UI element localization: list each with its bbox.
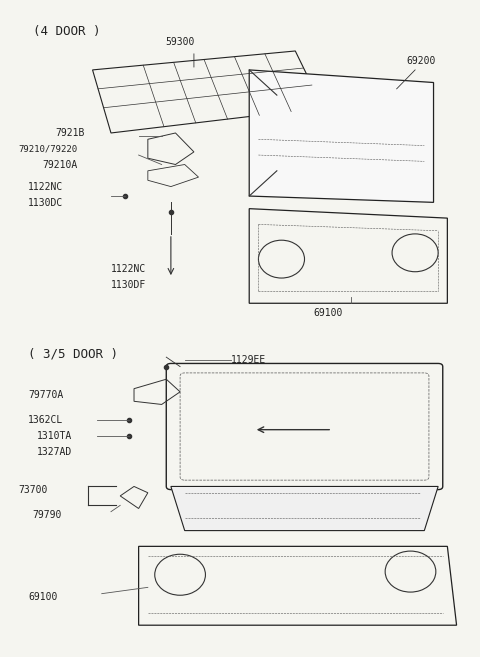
Text: 79210A: 79210A (42, 160, 77, 170)
Text: 1130DF: 1130DF (111, 279, 146, 290)
Text: 1327AD: 1327AD (37, 447, 72, 457)
Text: 59300: 59300 (166, 37, 195, 47)
Polygon shape (249, 70, 433, 202)
Text: 79210/79220: 79210/79220 (19, 145, 78, 154)
Text: 69200: 69200 (406, 56, 435, 66)
Text: 79790: 79790 (33, 510, 62, 520)
Text: 1129EE: 1129EE (231, 355, 266, 365)
Text: 1122NC: 1122NC (28, 182, 63, 192)
Text: 1310TA: 1310TA (37, 431, 72, 441)
Text: ( 3/5 DOOR ): ( 3/5 DOOR ) (28, 347, 118, 360)
Text: 1130DC: 1130DC (28, 198, 63, 208)
Text: 79770A: 79770A (28, 390, 63, 400)
Text: 1122NC: 1122NC (111, 263, 146, 274)
Text: 73700: 73700 (19, 485, 48, 495)
Polygon shape (171, 486, 438, 531)
Text: (4 DOOR ): (4 DOOR ) (33, 25, 100, 38)
Text: 7921B: 7921B (56, 128, 85, 138)
Text: 69100: 69100 (314, 308, 343, 318)
Text: 1362CL: 1362CL (28, 415, 63, 425)
Text: 69100: 69100 (28, 592, 58, 602)
